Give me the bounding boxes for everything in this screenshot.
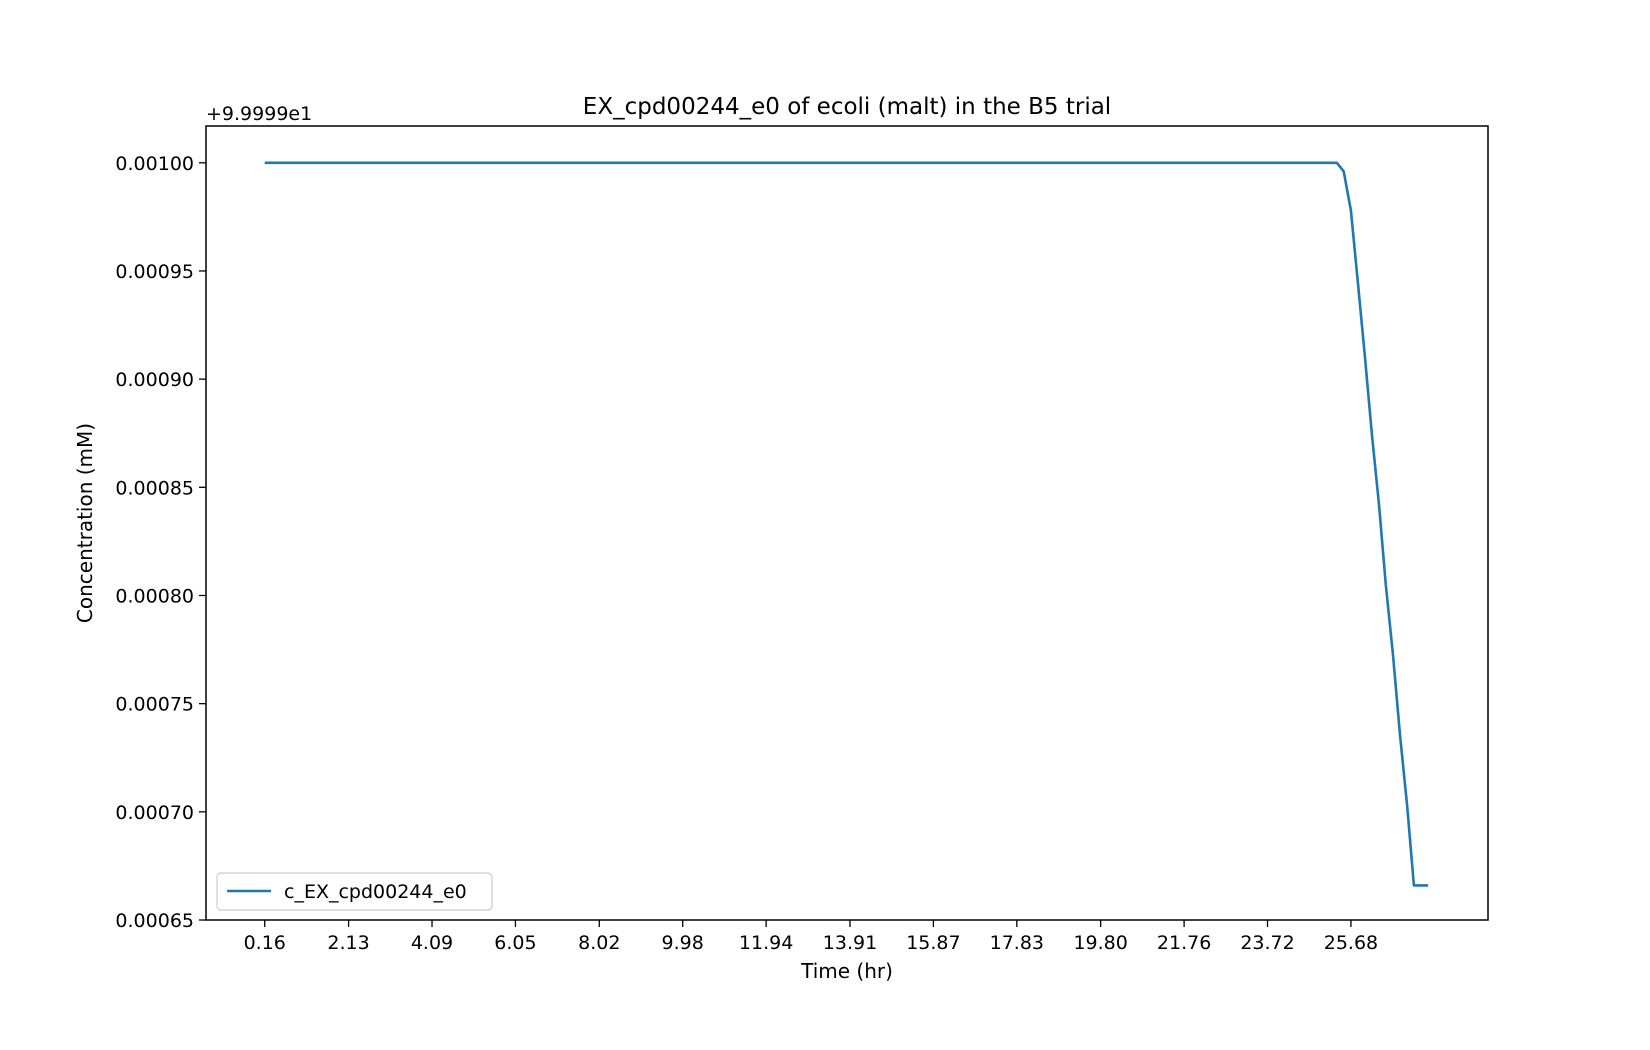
x-tick-label: 0.16 xyxy=(244,932,286,954)
legend: c_EX_cpd00244_e0 xyxy=(216,872,493,911)
y-offset-label: +9.9999e1 xyxy=(206,103,312,125)
x-tick-label: 6.05 xyxy=(494,932,536,954)
x-tick-label: 25.68 xyxy=(1324,932,1378,954)
x-tick-label: 13.91 xyxy=(823,932,877,954)
x-tick-label: 23.72 xyxy=(1240,932,1294,954)
x-tick-label: 9.98 xyxy=(662,932,704,954)
y-tick-label: 0.00080 xyxy=(115,585,194,607)
x-tick-label: 11.94 xyxy=(739,932,793,954)
y-tick-label: 0.00085 xyxy=(115,477,194,499)
x-tick-label: 8.02 xyxy=(578,932,620,954)
plot-area xyxy=(206,126,1488,920)
x-tick-label: 21.76 xyxy=(1157,932,1211,954)
series-layer xyxy=(264,161,1428,887)
x-axis-ticks: 0.16 2.13 4.09 6.05 8.02 9.98 11.94 13.91 15.87 1… xyxy=(244,920,1378,954)
series-line xyxy=(264,161,1428,887)
x-tick-label: 17.83 xyxy=(990,932,1044,954)
x-tick-label: 2.13 xyxy=(327,932,369,954)
x-tick-label: 15.87 xyxy=(906,932,960,954)
x-tick-label: 4.09 xyxy=(411,932,453,954)
plot-frame xyxy=(205,125,1489,921)
y-tick-label: 0.00070 xyxy=(115,802,194,824)
y-tick-label: 0.00090 xyxy=(115,369,194,391)
y-tick-label: 0.00100 xyxy=(115,153,194,175)
legend-box xyxy=(216,872,493,911)
y-axis-label: Concentration (mM) xyxy=(73,423,97,623)
x-tick-label: 19.80 xyxy=(1073,932,1127,954)
y-tick-label: 0.00065 xyxy=(115,910,194,932)
chart-title: EX_cpd00244_e0 of ecoli (malt) in the B5… xyxy=(583,94,1111,120)
y-tick-label: 0.00095 xyxy=(115,261,194,283)
legend-label: c_EX_cpd00244_e0 xyxy=(284,881,467,903)
y-tick-label: 0.00075 xyxy=(115,694,194,716)
y-axis-ticks: 0.00065 0.00070 0.00075 0.00080 0.00085 0.000… xyxy=(115,153,206,932)
x-axis-label: Time (hr) xyxy=(800,959,893,983)
